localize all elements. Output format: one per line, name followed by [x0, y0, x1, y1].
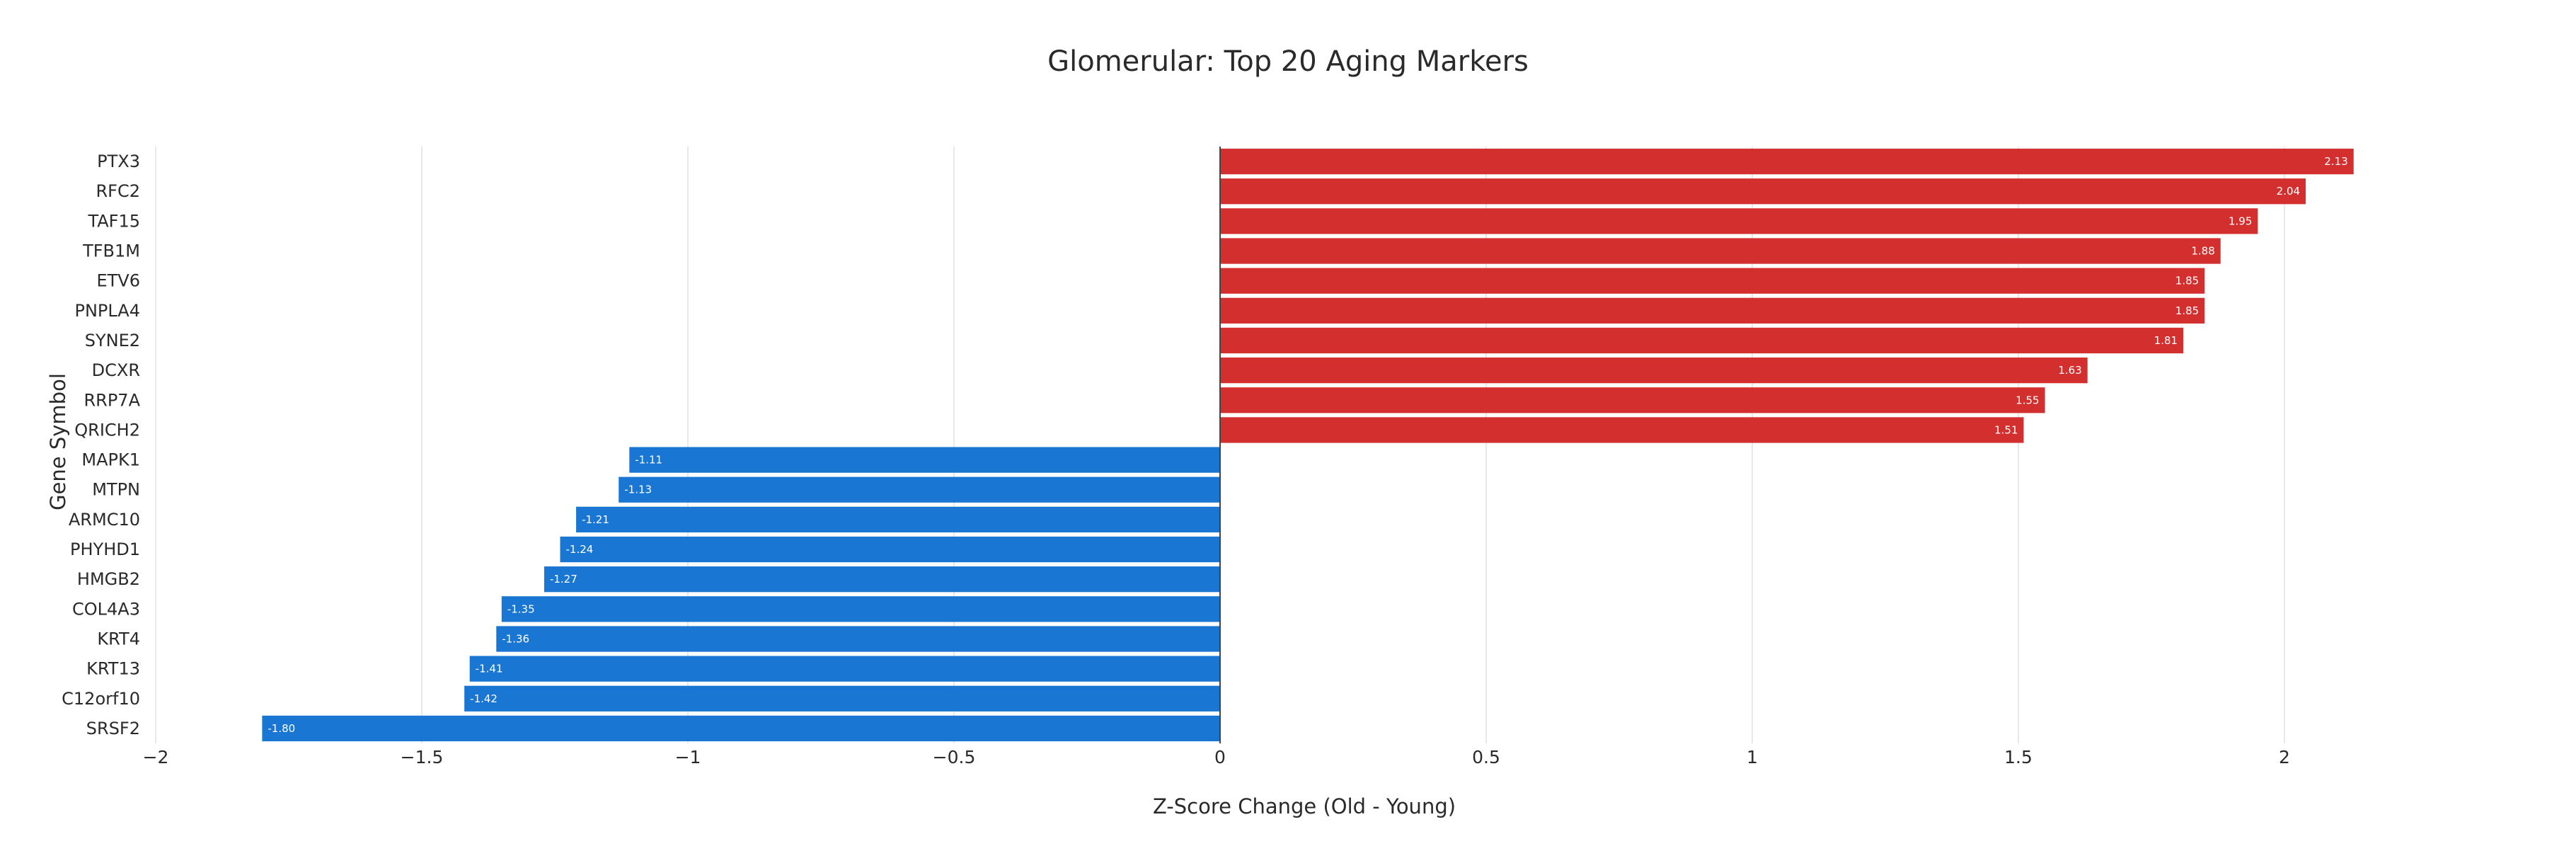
bar [501, 596, 1220, 622]
category-label: TFB1M [82, 241, 140, 261]
bar [1220, 387, 2045, 413]
category-label: COL4A3 [72, 599, 140, 619]
bar [496, 626, 1220, 652]
x-tick-label: −0.5 [933, 747, 976, 767]
category-label: PHYHD1 [70, 539, 140, 559]
bar-value-label: 1.63 [2058, 364, 2081, 377]
bar [464, 685, 1221, 712]
category-label: KRT13 [86, 659, 140, 679]
bar-value-label: 2.04 [2277, 185, 2300, 198]
category-label: MAPK1 [81, 450, 140, 470]
x-tick-label: 0 [1214, 747, 1226, 767]
category-label: SYNE2 [85, 331, 140, 350]
bars [262, 148, 2354, 742]
bar-value-label: -1.35 [507, 602, 535, 615]
category-label: ETV6 [96, 271, 140, 291]
x-axis-tick-labels: −2 −1.5 −1 −0.5 0 0.5 1 1.5 2 [143, 747, 2290, 767]
bar [576, 506, 1220, 532]
bar [1220, 268, 2205, 294]
category-label: RRP7A [84, 390, 140, 410]
bar-value-label: -1.13 [624, 484, 652, 496]
x-tick-label: −1.5 [401, 747, 444, 767]
category-label: PTX3 [97, 152, 140, 171]
category-label: ARMC10 [69, 510, 140, 530]
bar [1220, 238, 2221, 264]
category-label: TAF15 [87, 211, 140, 231]
bar [469, 656, 1221, 682]
category-label: MTPN [92, 480, 140, 500]
bar [1220, 417, 2024, 443]
bar-value-label: -1.41 [476, 663, 503, 675]
bar-value-label: -1.21 [582, 513, 609, 526]
bar-value-label: -1.11 [635, 454, 662, 467]
category-label: DCXR [92, 360, 140, 380]
bar [560, 536, 1220, 563]
bar [1220, 208, 2258, 234]
bar-value-label: -1.24 [566, 543, 594, 556]
category-label: QRICH2 [74, 420, 140, 440]
x-tick-label: 1.5 [2004, 747, 2032, 767]
bar [1220, 297, 2205, 324]
x-tick-label: 1 [1747, 747, 1758, 767]
bar [619, 476, 1220, 503]
bar-value-label: -1.36 [502, 632, 529, 645]
x-tick-label: −1 [675, 747, 701, 767]
bar-value-label: 1.95 [2229, 215, 2252, 227]
bar-value-label: -1.42 [470, 692, 498, 705]
category-label: RFC2 [96, 181, 140, 201]
bar [1220, 327, 2184, 354]
bar [629, 447, 1220, 473]
bar-value-label: 1.85 [2175, 275, 2199, 287]
bar [1220, 178, 2306, 205]
x-tick-label: 0.5 [1472, 747, 1500, 767]
bar [1220, 148, 2354, 175]
chart-title: Glomerular: Top 20 Aging Markers [1047, 45, 1529, 78]
bar-value-label: 1.85 [2175, 304, 2199, 317]
x-tick-label: −2 [143, 747, 169, 767]
category-label: KRT4 [97, 629, 140, 649]
bar-value-labels: 2.13 2.04 1.95 1.88 1.85 1.85 1.81 1.63 1.55 1.51… [268, 155, 2347, 735]
y-axis-tick-labels: PTX3 RFC2 TAF15 TFB1M ETV6 PNPLA4 SYNE2 DCXR RRP… [62, 152, 140, 738]
bar-value-label: 1.88 [2191, 245, 2214, 258]
bar-value-label: 1.55 [2016, 394, 2039, 406]
bar-value-label: 2.13 [2324, 155, 2347, 168]
category-label: PNPLA4 [74, 301, 140, 321]
category-label: HMGB2 [77, 569, 140, 589]
category-label: C12orf10 [62, 689, 140, 709]
bar [1220, 358, 2088, 384]
bar-value-label: -1.80 [268, 722, 295, 735]
bar [544, 566, 1220, 593]
x-tick-label: 2 [2279, 747, 2290, 767]
bar-value-label: -1.27 [550, 573, 577, 586]
bar-value-label: 1.51 [1994, 423, 2018, 436]
x-axis-title: Z-Score Change (Old - Young) [1153, 794, 1456, 818]
bar-value-label: 1.81 [2154, 334, 2178, 347]
y-axis-title: Gene Symbol [46, 373, 70, 510]
category-label: SRSF2 [86, 719, 140, 738]
bar [262, 715, 1220, 742]
